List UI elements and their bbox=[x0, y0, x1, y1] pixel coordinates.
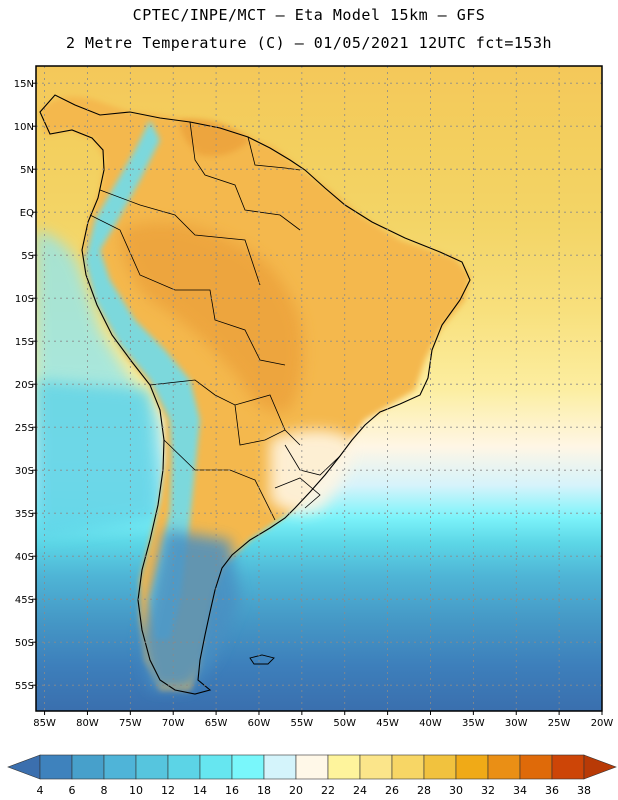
colorbar-box bbox=[423, 754, 457, 780]
colorbar-label: 28 bbox=[417, 784, 431, 797]
colorbar-box bbox=[359, 754, 393, 780]
colorbar-label: 20 bbox=[289, 784, 303, 797]
colorbar-box bbox=[263, 754, 297, 780]
colorbar-box bbox=[167, 754, 201, 780]
colorbar-label: 26 bbox=[385, 784, 399, 797]
lat-label: 25S bbox=[15, 423, 34, 434]
lat-label: 40S bbox=[15, 552, 34, 563]
colorbar-labels: 4 6 8 10 12 14 16 18 20 22 24 26 28 30 32 34 36 38 bbox=[37, 784, 592, 797]
longitude-labels: 85W 80W 75W 70W 65W 60W 55W 50W 45W 40W 35W 30W 25W 2… bbox=[33, 711, 613, 729]
lon-label: 45W bbox=[376, 718, 399, 729]
colorbar-label: 32 bbox=[481, 784, 495, 797]
map-frame bbox=[35, 65, 603, 712]
lon-label: 40W bbox=[419, 718, 442, 729]
lon-label: 70W bbox=[162, 718, 185, 729]
colorbar-box bbox=[327, 754, 361, 780]
lat-label: 30S bbox=[15, 466, 34, 477]
map-title-line2: 2 Metre Temperature (C) – 01/05/2021 12U… bbox=[65, 34, 553, 52]
lon-label: 35W bbox=[462, 718, 485, 729]
colorbar-label: 38 bbox=[577, 784, 591, 797]
lon-label: 50W bbox=[333, 718, 356, 729]
colorbar-box bbox=[519, 754, 553, 780]
lon-label: 30W bbox=[505, 718, 528, 729]
lat-label: 5N bbox=[20, 165, 34, 176]
lat-label: 50S bbox=[15, 638, 34, 649]
lon-label: 75W bbox=[119, 718, 142, 729]
lon-label: 25W bbox=[548, 718, 571, 729]
colorbar-label: 22 bbox=[321, 784, 335, 797]
colorbar-box bbox=[391, 754, 425, 780]
colorbar-label: 4 bbox=[37, 784, 44, 797]
lat-label: 35S bbox=[15, 509, 34, 520]
colorbar-box bbox=[103, 754, 137, 780]
lat-label: 55S bbox=[15, 681, 34, 692]
lon-label: 85W bbox=[33, 718, 56, 729]
lat-label: 20S bbox=[15, 380, 34, 391]
lat-label: 10S bbox=[15, 294, 34, 305]
colorbar-label: 10 bbox=[129, 784, 143, 797]
colorbar-box bbox=[199, 754, 233, 780]
lat-label: 10N bbox=[14, 122, 34, 133]
latitude-labels: 15N 10N 5N EQ 5S 10S 15S 20S 25S 30S 35S 40S 45S 50S 5… bbox=[14, 79, 36, 692]
map-title-line1: CPTEC/INPE/MCT – Eta Model 15km – GFS bbox=[132, 6, 486, 24]
colorbar-box bbox=[71, 754, 105, 780]
lon-label: 80W bbox=[76, 718, 99, 729]
lat-label: EQ bbox=[20, 208, 34, 219]
lat-label: 5S bbox=[21, 251, 34, 262]
colorbar-label: 36 bbox=[545, 784, 559, 797]
colorbar bbox=[7, 754, 617, 780]
colorbar-box bbox=[295, 754, 329, 780]
colorbar-arrow-low bbox=[7, 754, 41, 780]
colorbar-label: 14 bbox=[193, 784, 207, 797]
lon-label: 20W bbox=[591, 718, 614, 729]
graticule bbox=[36, 66, 602, 711]
colorbar-box bbox=[39, 754, 73, 780]
colorbar-box bbox=[455, 754, 489, 780]
lat-label: 15S bbox=[15, 337, 34, 348]
colorbar-label: 34 bbox=[513, 784, 527, 797]
lon-label: 65W bbox=[205, 718, 228, 729]
lon-label: 60W bbox=[248, 718, 271, 729]
colorbar-label: 12 bbox=[161, 784, 175, 797]
lat-label: 15N bbox=[14, 79, 34, 90]
colorbar-label: 8 bbox=[101, 784, 108, 797]
colorbar-box bbox=[487, 754, 521, 780]
lon-label: 55W bbox=[291, 718, 314, 729]
colorbar-label: 18 bbox=[257, 784, 271, 797]
temperature-field bbox=[36, 66, 602, 711]
colorbar-arrow-high bbox=[583, 754, 617, 780]
colorbar-box bbox=[135, 754, 169, 780]
lat-label: 45S bbox=[15, 595, 34, 606]
colorbar-label: 30 bbox=[449, 784, 463, 797]
colorbar-box bbox=[551, 754, 585, 780]
colorbar-label: 16 bbox=[225, 784, 239, 797]
colorbar-label: 24 bbox=[353, 784, 367, 797]
colorbar-box bbox=[231, 754, 265, 780]
colorbar-label: 6 bbox=[69, 784, 76, 797]
